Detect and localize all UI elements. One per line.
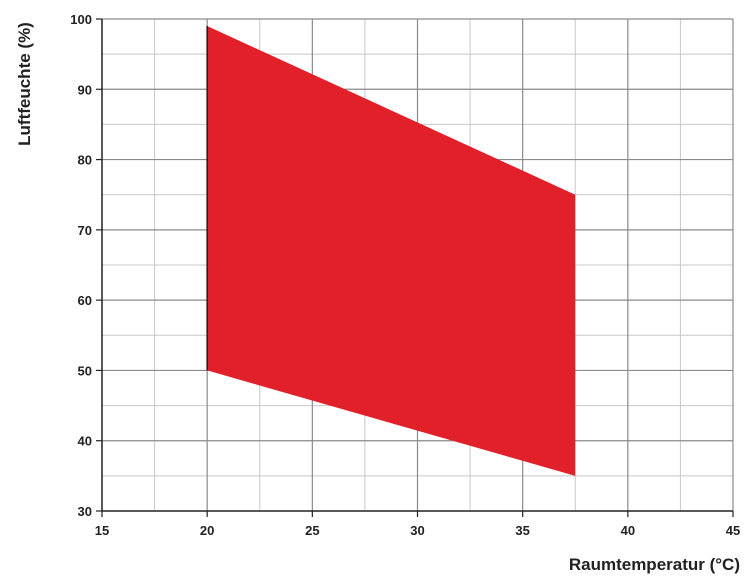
y-axis-label: Luftfeuchte (%) bbox=[15, 22, 34, 146]
x-tick-label: 40 bbox=[621, 523, 635, 538]
x-tick-label: 20 bbox=[200, 523, 214, 538]
y-tick-label: 100 bbox=[70, 12, 92, 27]
y-tick-labels: 30 40 50 60 70 80 90 100 bbox=[70, 12, 92, 519]
y-tick-label: 30 bbox=[78, 504, 92, 519]
humidity-range-region bbox=[206, 26, 576, 476]
y-tick-label: 50 bbox=[78, 363, 92, 378]
x-axis-label: Raumtemperatur (°C) bbox=[569, 555, 740, 574]
region-polygon bbox=[207, 26, 576, 476]
x-tick-labels: 15 20 25 30 35 40 45 bbox=[95, 523, 740, 538]
y-tick-label: 60 bbox=[78, 293, 92, 308]
y-tick-label: 80 bbox=[78, 153, 92, 168]
y-tick-label: 90 bbox=[78, 82, 92, 97]
x-tick-label: 30 bbox=[410, 523, 424, 538]
y-tick-label: 40 bbox=[78, 434, 92, 449]
x-tick-label: 35 bbox=[515, 523, 529, 538]
axes bbox=[96, 18, 734, 517]
x-tick-label: 25 bbox=[305, 523, 319, 538]
x-tick-label: 45 bbox=[726, 523, 740, 538]
y-tick-label: 70 bbox=[78, 223, 92, 238]
x-tick-label: 15 bbox=[95, 523, 109, 538]
